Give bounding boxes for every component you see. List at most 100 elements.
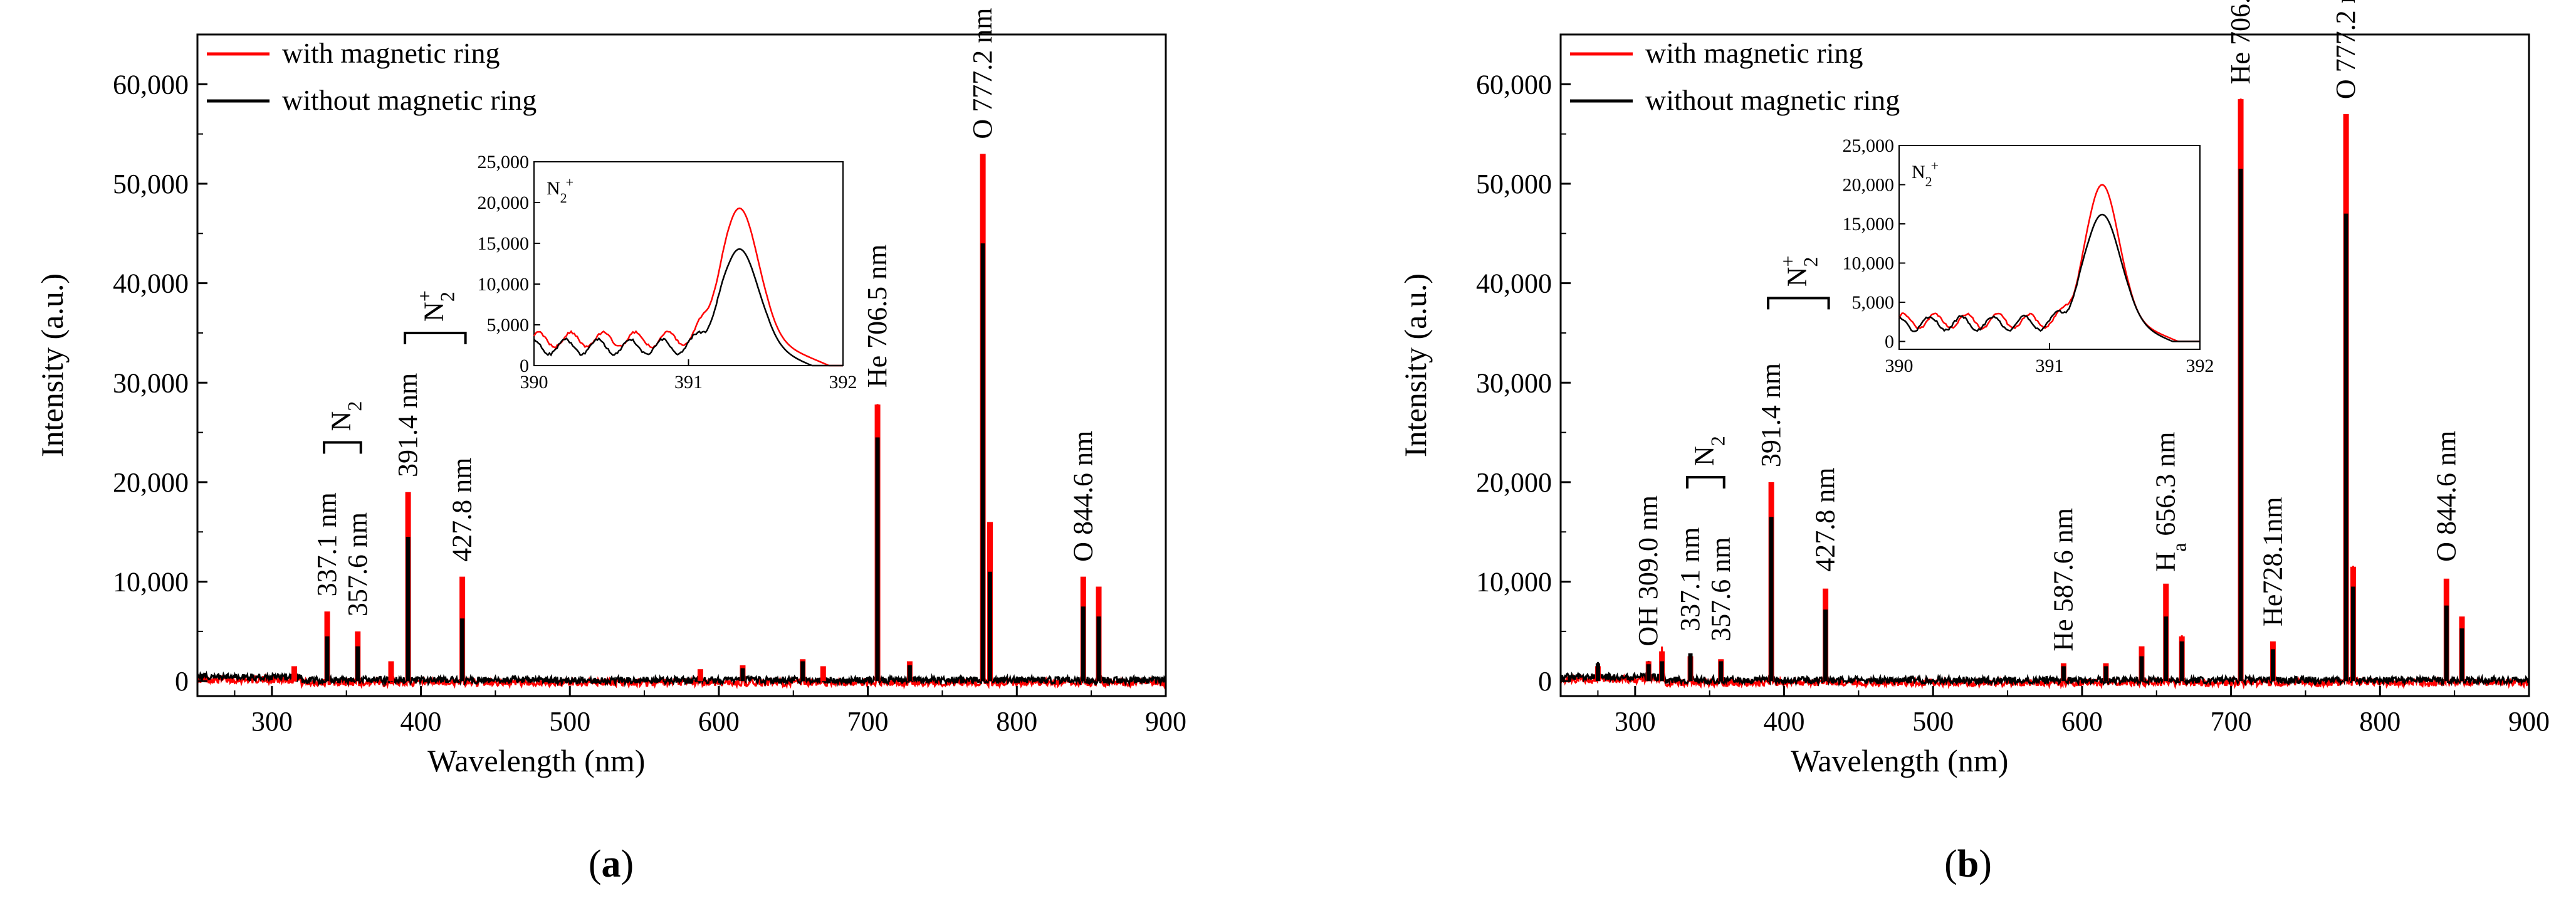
x-tick-label: 300: [1615, 706, 1656, 737]
peak-annotation: He 587.6 nm: [2048, 508, 2078, 652]
inset-x-tick-label: 391: [674, 372, 703, 393]
y-tick-label: 0: [1538, 666, 1552, 697]
panel-label: (b): [1944, 843, 1992, 885]
plot-frame: [1559, 33, 2530, 697]
x-tick-label: 900: [1145, 706, 1186, 737]
y-tick-label: 50,000: [1476, 169, 1552, 199]
bracket-label-sup: +: [1776, 256, 1799, 267]
bracket-label: N2+: [413, 290, 458, 322]
inset-line-with: [1898, 184, 2200, 342]
y-tick-label: 40,000: [1476, 268, 1552, 299]
x-tick-label: 600: [698, 706, 740, 737]
chart-panel-a: 300 400 500 600 700 800 900 0 10,000 20,000 30,000…: [34, 8, 1186, 885]
legend-label: with magnetic ring: [282, 37, 500, 69]
inset-frame: [1898, 145, 2201, 350]
legend-label: without magnetic ring: [1645, 84, 1900, 116]
inset-y-tick-label: 20,000: [478, 193, 530, 213]
inset-y-tick-label: 20,000: [1843, 175, 1895, 196]
y-tick-label: 30,000: [113, 367, 189, 398]
y-tick-label: 0: [175, 666, 189, 697]
y-axis-title: Intensity (a.u.): [34, 273, 70, 457]
h-alpha-rest: 656.3 nm: [2150, 431, 2181, 542]
bracket: [404, 331, 467, 344]
peak-annotation: 391.4 nm: [1756, 363, 1786, 467]
inset-x-tick-label: 391: [2036, 356, 2064, 376]
peak-annotation: OH 309.0 nm: [1633, 495, 1663, 647]
inset-title: N2+: [547, 174, 573, 206]
panel-label-letter: a: [602, 843, 621, 885]
y-tick-label: 40,000: [113, 268, 189, 299]
inset-y-tick-label: 15,000: [478, 233, 530, 254]
inset-y-tick-label: 10,000: [1843, 253, 1895, 274]
inset-frame: [533, 161, 844, 366]
inset-title-sup: +: [566, 174, 573, 190]
inset-x-tick-label: 392: [2186, 356, 2214, 376]
peak-annotation: He728.1nm: [2257, 497, 2288, 626]
spectrum-line-without: [1559, 166, 2530, 687]
inset-y-tick-label: 0: [1885, 332, 1894, 352]
x-tick-label: 500: [549, 706, 590, 737]
legend-label: without magnetic ring: [282, 84, 537, 116]
y-axis-title: Intensity (a.u.): [1398, 273, 1433, 457]
y-tick-label: 60,000: [113, 69, 189, 100]
x-tick-label: 700: [847, 706, 889, 737]
bracket-label-sub: 2: [436, 292, 458, 302]
panel-label-open: (: [589, 843, 602, 885]
inset-line-without: [1898, 213, 2200, 342]
y-tick-label: 60,000: [1476, 69, 1552, 100]
inset-y-tick-label: 15,000: [1843, 214, 1895, 235]
bracket-label: N2: [1689, 436, 1729, 466]
peak-annotation: O 777.2 nm: [967, 8, 998, 139]
x-tick-label: 800: [2359, 706, 2401, 737]
peak-annotation: O 844.6 nm: [2431, 431, 2461, 562]
inset-chart: 390 391 392 0 5,000 10,000 15,000 20,000 25,000 N…: [478, 152, 857, 393]
peak-annotation: O 844.6 nm: [1067, 431, 1098, 562]
y-tick-label: 50,000: [113, 169, 189, 199]
inset-y-tick-label: 10,000: [478, 274, 530, 295]
y-tick-label: 10,000: [1476, 567, 1552, 598]
peak-annotation-h-alpha: Ha 656.3 nm: [2150, 431, 2191, 571]
panel-label-close: ): [1979, 843, 1992, 885]
y-tick-label: 10,000: [113, 567, 189, 598]
peak-annotation: 427.8 nm: [1810, 467, 1841, 571]
x-axis-title: Wavelength (nm): [1791, 743, 2008, 778]
inset-title-main: N: [547, 178, 560, 199]
bracket-label-sup: +: [413, 290, 436, 302]
inset-x-tick-label: 390: [1885, 356, 1914, 376]
h-alpha-sub: a: [2168, 543, 2191, 552]
x-tick-label: 600: [2061, 706, 2103, 737]
inset-title-main: N: [1912, 162, 1925, 182]
peak-annotation: He 706.5 nm: [862, 245, 893, 388]
x-tick-label: 900: [2508, 706, 2550, 737]
bracket: [1686, 475, 1725, 488]
peak-annotation: O 777.2 nm: [2330, 0, 2361, 99]
x-tick-label: 400: [1764, 706, 1805, 737]
chart-panel-b: 300 400 500 600 700 800 900 0 10,000 20,000 30,000…: [1398, 0, 2550, 885]
inset-y-tick-label: 5,000: [1852, 292, 1895, 313]
peak-annotation: 337.1 nm: [1675, 527, 1705, 631]
x-tick-label: 700: [2211, 706, 2252, 737]
panel-label-close: ): [621, 843, 634, 885]
inset-y-tick-label: 0: [520, 356, 529, 376]
peak-annotation: He 706.5 nm: [2225, 0, 2256, 84]
y-tick-label: 20,000: [1476, 467, 1552, 498]
h-alpha-main: H: [2150, 552, 2181, 572]
bracket-label-sub: 2: [1799, 257, 1821, 267]
inset-y-tick-label: 25,000: [478, 152, 530, 172]
inset-y-tick-label: 25,000: [1843, 135, 1895, 156]
inset-y-tick-label: 5,000: [487, 315, 530, 335]
inset-title-sup: +: [1931, 158, 1939, 174]
bracket-label-sub: 2: [343, 401, 365, 411]
bracket: [1767, 297, 1830, 310]
legend: with magnetic ring without magnetic ring: [207, 37, 537, 116]
bracket-label-main: N: [1781, 267, 1812, 287]
bracket-label: N2: [325, 401, 365, 431]
legend: with magnetic ring without magnetic ring: [1570, 37, 1900, 116]
y-tick-label: 30,000: [1476, 367, 1552, 398]
inset-title-sub: 2: [1925, 174, 1932, 189]
y-tick-label: 20,000: [113, 467, 189, 498]
panel-label-open: (: [1944, 843, 1957, 885]
inset-title-sub: 2: [560, 190, 567, 206]
panel-label: (a): [589, 843, 634, 885]
